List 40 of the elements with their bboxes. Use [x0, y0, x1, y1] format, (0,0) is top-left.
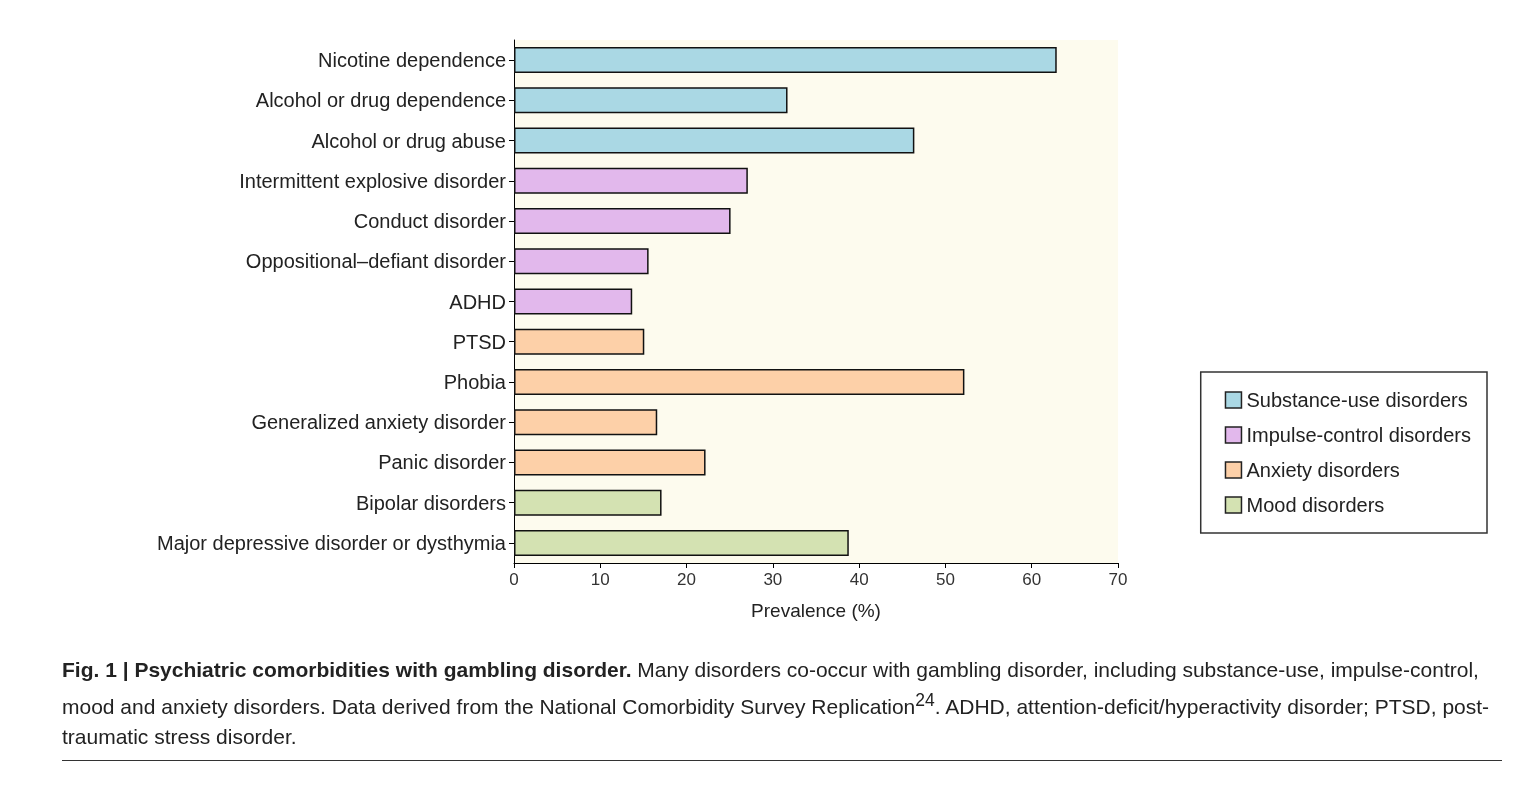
y-tick-label: Panic disorder [378, 451, 507, 474]
bar [514, 127, 915, 154]
bar [514, 248, 649, 275]
bar [514, 87, 788, 114]
y-tick-label: Alcohol or drug abuse [311, 129, 506, 152]
bar [514, 489, 662, 516]
x-tick-label: 0 [509, 570, 519, 589]
text: Fig. 1 | Psychiatric comorbidities with gambling disorder. [62, 658, 632, 681]
y-tick-label: Intermittent explosive disorder [239, 169, 507, 192]
y-tick-label: Oppositional–defiant disorder [245, 250, 507, 273]
y-tick-label: Major depressive disorder or dysthymia [156, 531, 507, 554]
bar [514, 167, 748, 194]
bar [514, 368, 965, 395]
bar [514, 288, 633, 315]
bar [514, 409, 658, 436]
bar [514, 208, 731, 235]
y-tick-label: Phobia [443, 370, 507, 393]
bar [514, 449, 706, 476]
x-tick-label: 30 [763, 570, 783, 589]
x-tick-label: 20 [677, 570, 697, 589]
legend-label: Anxiety disorders [1246, 459, 1400, 481]
legend-label: Substance-use disorders [1246, 389, 1468, 411]
bar [514, 47, 1057, 74]
y-tick-label: ADHD [449, 290, 506, 313]
y-tick-label: Conduct disorder [353, 210, 507, 233]
x-tick-label: 50 [935, 570, 955, 589]
bar [514, 529, 849, 556]
y-tick-label: Alcohol or drug dependence [255, 89, 506, 112]
y-tick-label: Generalized anxiety disorder [251, 411, 507, 434]
x-tick-label: 40 [849, 570, 869, 589]
y-tick-label: PTSD [452, 330, 506, 353]
y-tick-label: Nicotine dependence [318, 49, 506, 72]
x-axis-title: Prevalence (%) [751, 600, 881, 621]
x-tick-label: 10 [590, 570, 610, 589]
bar [514, 328, 645, 355]
x-tick-label: 70 [1108, 570, 1128, 589]
y-tick-label: Bipolar disorders [355, 491, 506, 514]
legend-label: Impulse-control disorders [1246, 424, 1471, 446]
legend-label: Mood disorders [1246, 494, 1385, 516]
x-tick-label: 60 [1022, 570, 1042, 589]
